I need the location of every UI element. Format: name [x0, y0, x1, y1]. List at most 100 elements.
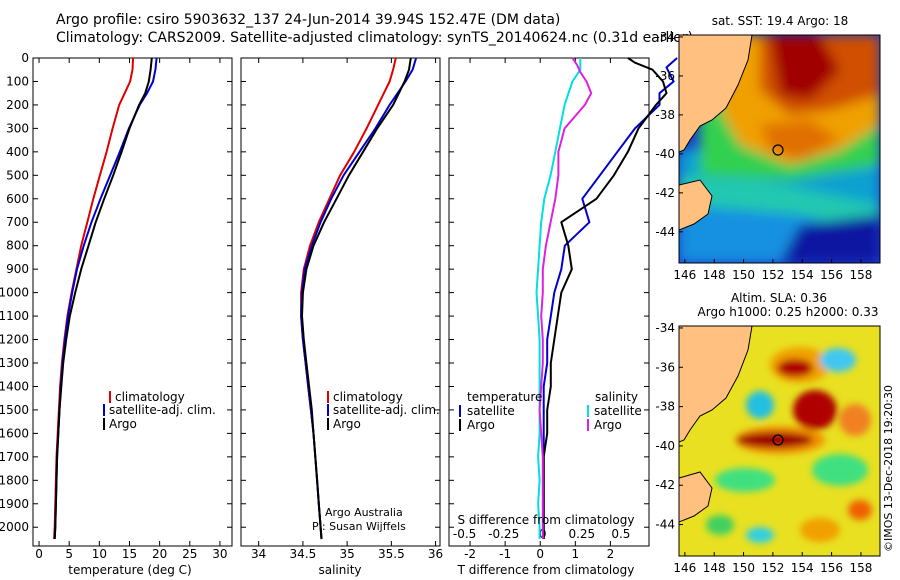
sla-anomaly [848, 500, 872, 520]
sla-anomaly [777, 359, 813, 377]
sla-anomaly [793, 390, 837, 430]
depth-tick-label: 1700 [0, 450, 29, 464]
map-lat-label: -38 [655, 400, 675, 414]
temperature-climatology-line [53, 57, 135, 540]
depth-tick-label: 0 [21, 51, 29, 65]
figure-subtitle: Climatology: CARS2009. Satellite-adjuste… [56, 30, 693, 46]
x-tick-label: -2 [464, 547, 476, 561]
x-tick-label: 0 [536, 547, 544, 561]
depth-tick-label: 800 [6, 239, 29, 253]
map-lat-label: -44 [655, 518, 675, 532]
map-lat-label: -40 [655, 147, 675, 161]
depth-tick-label: 1400 [0, 379, 29, 393]
s-diff-tick-label: 0.25 [568, 527, 595, 541]
sla-anomaly [800, 518, 840, 542]
temperature-argo-line [53, 57, 153, 540]
pi-note: PI: Susan Wijffels [312, 520, 406, 533]
depth-tick-label: 700 [6, 215, 29, 229]
temperature-panel [32, 57, 233, 547]
difference-t-argo-line [542, 57, 668, 539]
s-diff-tick-label: -0.25 [488, 527, 519, 541]
legend-climatology: climatology [333, 390, 403, 404]
depth-tick-label: 600 [6, 192, 29, 206]
salinity-axis-label: salinity [318, 563, 361, 577]
map-lon-label: 158 [849, 268, 872, 282]
map-lon-label: 148 [703, 268, 726, 282]
legend-satellite-adj: satellite-adj. clim. [333, 403, 440, 417]
x-tick-label: 25 [182, 547, 197, 561]
sla-map-title: Altim. SLA: 0.36 [731, 291, 827, 305]
legend-t-satellite: satellite [467, 404, 515, 418]
legend-t-argo: Argo [467, 418, 495, 432]
map-lon-label: 146 [673, 561, 696, 575]
x-tick-label: 2 [607, 547, 615, 561]
sla-land-australia [679, 326, 753, 443]
legend-s-argo: Argo [594, 418, 622, 432]
x-tick-label: 36 [428, 547, 443, 561]
legend-satellite-adj: satellite-adj. clim. [109, 403, 216, 417]
imos-credit: ©IMOS 13-Dec-2018 19:20:30 [882, 385, 895, 552]
map-lon-label: 150 [732, 268, 755, 282]
difference-panel [448, 57, 650, 547]
legend-argo: Argo [109, 417, 137, 431]
legend-argo: Argo [333, 417, 361, 431]
map-lon-label: 156 [820, 268, 843, 282]
sst-eddy [760, 120, 840, 160]
sla-anomaly [746, 391, 774, 419]
depth-tick-label: 900 [6, 262, 29, 276]
sst-map-title: sat. SST: 19.4 Argo: 18 [712, 14, 849, 28]
sla-land-tasmania [679, 471, 713, 523]
temperature-legend: climatology satellite-adj. clim. Argo [103, 390, 216, 431]
x-tick-label: 1 [571, 547, 579, 561]
salinity-legend: climatology satellite-adj. clim. Argo Ar… [312, 390, 440, 533]
map-lat-label: -38 [655, 108, 675, 122]
depth-tick-label: 1000 [0, 286, 29, 300]
legend-salinity-title: salinity [595, 390, 638, 404]
temperature-axis-label: temperature (deg C) [68, 563, 191, 577]
legend-temperature-title: temperature [467, 390, 542, 404]
s-difference-axis-label: S difference from climatology [458, 513, 635, 527]
depth-tick-label: 1200 [0, 333, 29, 347]
x-tick-label: 30 [212, 547, 227, 561]
sst-land-tasmania [679, 179, 713, 231]
difference-s-satellite-line [535, 58, 582, 539]
salinity-panel [240, 57, 441, 547]
map-lat-label: -42 [655, 186, 675, 200]
x-tick-label: 35 [339, 547, 354, 561]
depth-tick-label: 100 [6, 74, 29, 88]
argo-australia-note: Argo Australia [325, 506, 403, 519]
sst-deep-blue [780, 215, 880, 263]
sst-argo-marker [772, 144, 784, 156]
sla-map [679, 326, 880, 556]
sla-anomaly [715, 468, 775, 492]
depth-tick-label: 200 [6, 98, 29, 112]
depth-tick-label: 400 [6, 145, 29, 159]
sst-land-australia [679, 35, 753, 153]
x-tick-label: -1 [499, 547, 511, 561]
map-lat-label: -42 [655, 478, 675, 492]
map-lon-label: 146 [673, 268, 696, 282]
depth-tick-label: 500 [6, 168, 29, 182]
x-tick-label: 35.5 [378, 547, 405, 561]
map-lon-label: 156 [820, 561, 843, 575]
x-tick-label: 10 [92, 547, 107, 561]
sla-map-frame [678, 325, 881, 557]
map-lon-label: 148 [703, 561, 726, 575]
map-lat-label: -40 [655, 439, 675, 453]
x-tick-label: 15 [122, 547, 137, 561]
map-lon-label: 150 [732, 561, 755, 575]
salinity-satellite-adj-clim--line [300, 57, 418, 540]
s-diff-tick-label: 0.5 [611, 527, 630, 541]
s-diff-tick-label: -0.5 [453, 527, 476, 541]
x-tick-label: 5 [65, 547, 73, 561]
map-lon-label: 154 [791, 561, 814, 575]
x-tick-label: 20 [152, 547, 167, 561]
sla-anomaly [820, 348, 856, 372]
map-lon-label: 154 [791, 268, 814, 282]
depth-tick-label: 300 [6, 121, 29, 135]
sst-field [679, 35, 880, 263]
map-lat-label: -34 [655, 30, 675, 44]
x-tick-label: 0 [35, 547, 43, 561]
